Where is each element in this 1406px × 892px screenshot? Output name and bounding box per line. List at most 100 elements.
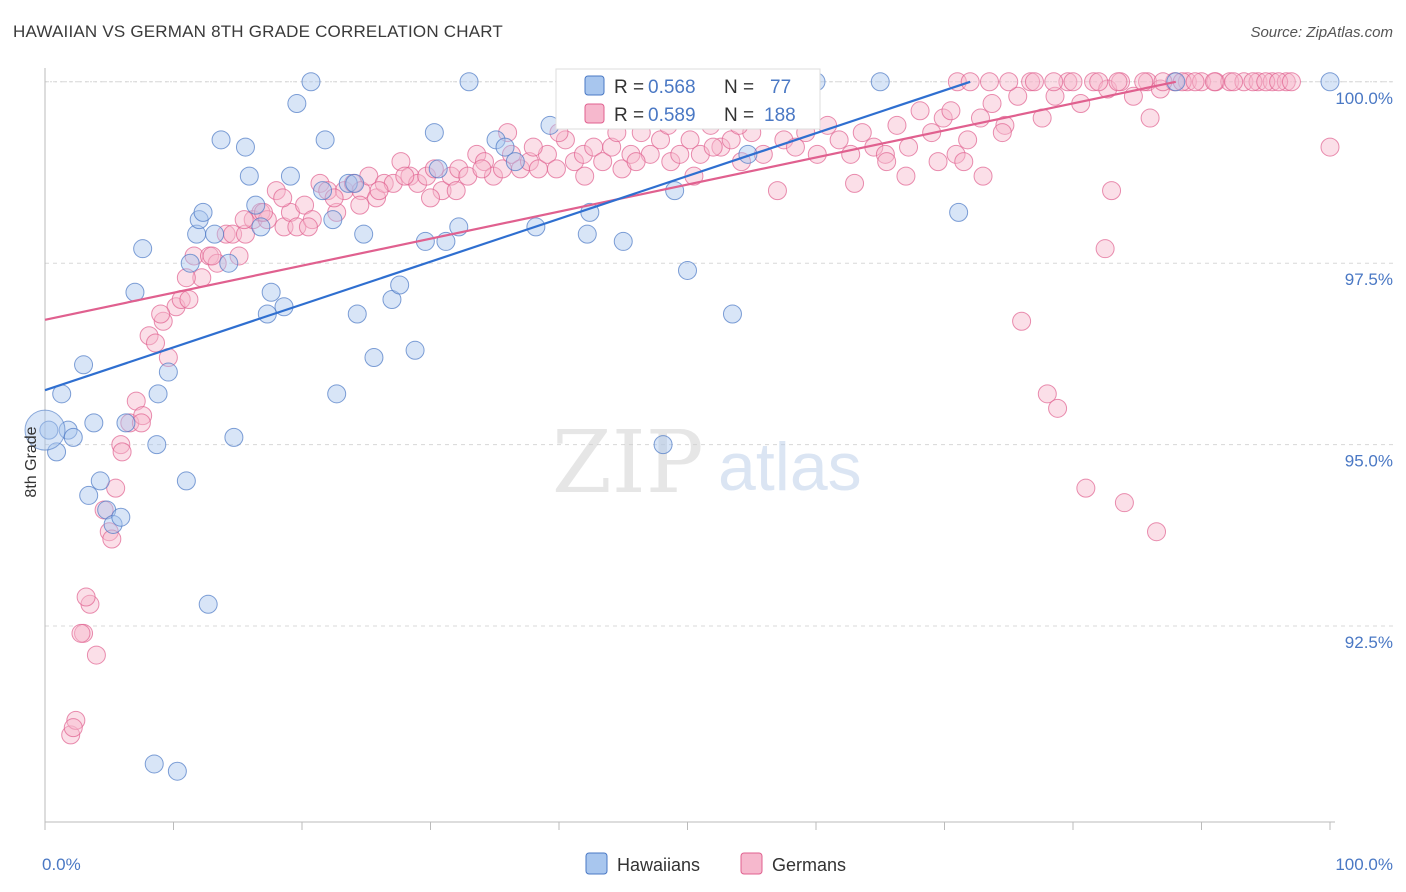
stats-legend: R = 0.568 N = 77 R = 0.589 N = 188 xyxy=(555,68,821,130)
germans-point xyxy=(71,623,91,643)
germans-point xyxy=(66,710,86,730)
hawaiians-point xyxy=(459,72,479,92)
germans-point xyxy=(1058,72,1078,92)
grid-lines xyxy=(45,81,1395,627)
germans-point xyxy=(112,442,132,462)
germans-point xyxy=(1140,108,1160,128)
germans-point xyxy=(1185,72,1205,92)
germans-point xyxy=(999,72,1019,92)
hawaiians-point xyxy=(613,231,633,251)
hawaiians-point xyxy=(653,435,673,455)
germans-point xyxy=(1108,72,1128,92)
hawaiians-point xyxy=(505,152,525,172)
chart-title: HAWAIIAN VS GERMAN 8TH GRADE CORRELATION… xyxy=(13,22,503,41)
germans-point xyxy=(111,435,131,455)
germans-point xyxy=(253,202,273,222)
stats-n-value-germans: 188 xyxy=(764,105,796,126)
hawaiians-point xyxy=(103,514,123,534)
germans-point xyxy=(350,195,370,215)
hawaiians-point xyxy=(354,224,374,244)
hawaiians-point xyxy=(239,166,259,186)
stats-r-value-germans: 0.589 xyxy=(648,105,696,126)
y-tick-label: 95.0% xyxy=(1345,452,1393,471)
hawaiians-point xyxy=(870,72,890,92)
germans-point xyxy=(711,137,731,157)
hawaiians-point xyxy=(665,181,685,201)
germans-point xyxy=(273,188,293,208)
germans-point xyxy=(287,217,307,237)
germans-point xyxy=(498,123,518,143)
germans-point xyxy=(829,130,849,150)
germans-point xyxy=(76,587,96,607)
stats-n-value-hawaiians: 77 xyxy=(770,77,791,98)
germans-point xyxy=(593,152,613,172)
hawaiians-point xyxy=(211,130,231,150)
legend-label-germans: Germans xyxy=(772,855,846,875)
germans-point xyxy=(229,246,249,266)
hawaiians-point xyxy=(364,348,384,368)
germans-point xyxy=(1177,72,1197,92)
germans-point xyxy=(973,166,993,186)
germans-point xyxy=(1045,86,1065,106)
hawaiians-point xyxy=(287,94,307,114)
hawaiians-point xyxy=(405,340,425,360)
germans-point xyxy=(1044,72,1064,92)
hawaiians-point xyxy=(323,210,343,230)
germans-point xyxy=(106,478,126,498)
x-axis-ticks xyxy=(44,68,1331,830)
hawaiians-point xyxy=(301,72,321,92)
hawaiians-point xyxy=(261,282,281,302)
germans-point xyxy=(992,123,1012,143)
legend-swatch-hawaiians xyxy=(585,852,608,875)
germans-point xyxy=(151,304,171,324)
germans-point xyxy=(176,268,196,288)
germans-point xyxy=(133,406,153,426)
hawaiians-point xyxy=(1320,72,1340,92)
germans-point xyxy=(102,529,122,549)
hawaiians-point xyxy=(722,304,742,324)
germans-point xyxy=(807,144,827,164)
germans-point xyxy=(573,144,593,164)
germans-point xyxy=(61,725,81,745)
germans-point xyxy=(446,181,466,201)
y-tick-label: 100.0% xyxy=(1335,89,1393,108)
watermark: ZIP atlas xyxy=(552,413,862,513)
germans-point xyxy=(896,166,916,186)
germans-point xyxy=(1281,72,1301,92)
germans-point xyxy=(887,115,907,135)
germans-point xyxy=(391,152,411,172)
germans-point xyxy=(941,101,961,121)
hawaiians-point xyxy=(313,181,333,201)
hawaiians-point xyxy=(246,195,266,215)
stats-r-value-hawaiians: 0.568 xyxy=(648,77,696,98)
germans-point xyxy=(928,152,948,172)
germans-point xyxy=(146,333,166,353)
germans-point xyxy=(767,181,787,201)
hawaiians-point xyxy=(47,442,67,462)
germans-point xyxy=(546,159,566,179)
germans-point xyxy=(1224,72,1244,92)
germans-point xyxy=(1095,239,1115,259)
germans-point xyxy=(1114,493,1134,513)
hawaiians-point xyxy=(577,224,597,244)
hawaiians-point xyxy=(280,166,300,186)
hawaiians-point xyxy=(144,754,164,774)
watermark-zip: ZIP xyxy=(552,413,704,513)
germans-point xyxy=(474,152,494,172)
hawaiians-point xyxy=(251,217,271,237)
germans-point xyxy=(877,152,897,172)
hawaiians-point xyxy=(390,275,410,295)
legend-label-hawaiians: Hawaiians xyxy=(617,855,700,875)
germans-point xyxy=(958,130,978,150)
germans-point xyxy=(472,159,492,179)
germans-point xyxy=(1048,398,1068,418)
hawaiians-point xyxy=(347,304,367,324)
hawaiians-point xyxy=(176,471,196,491)
hawaiians-point xyxy=(428,159,448,179)
germans-point xyxy=(845,173,865,193)
germans-point xyxy=(602,137,622,157)
stats-n-label-hawaiians: N = xyxy=(724,77,754,98)
hawaiians-point xyxy=(74,355,94,375)
stats-n-label-germans: N = xyxy=(724,105,754,126)
hawaiians-point xyxy=(63,427,83,447)
